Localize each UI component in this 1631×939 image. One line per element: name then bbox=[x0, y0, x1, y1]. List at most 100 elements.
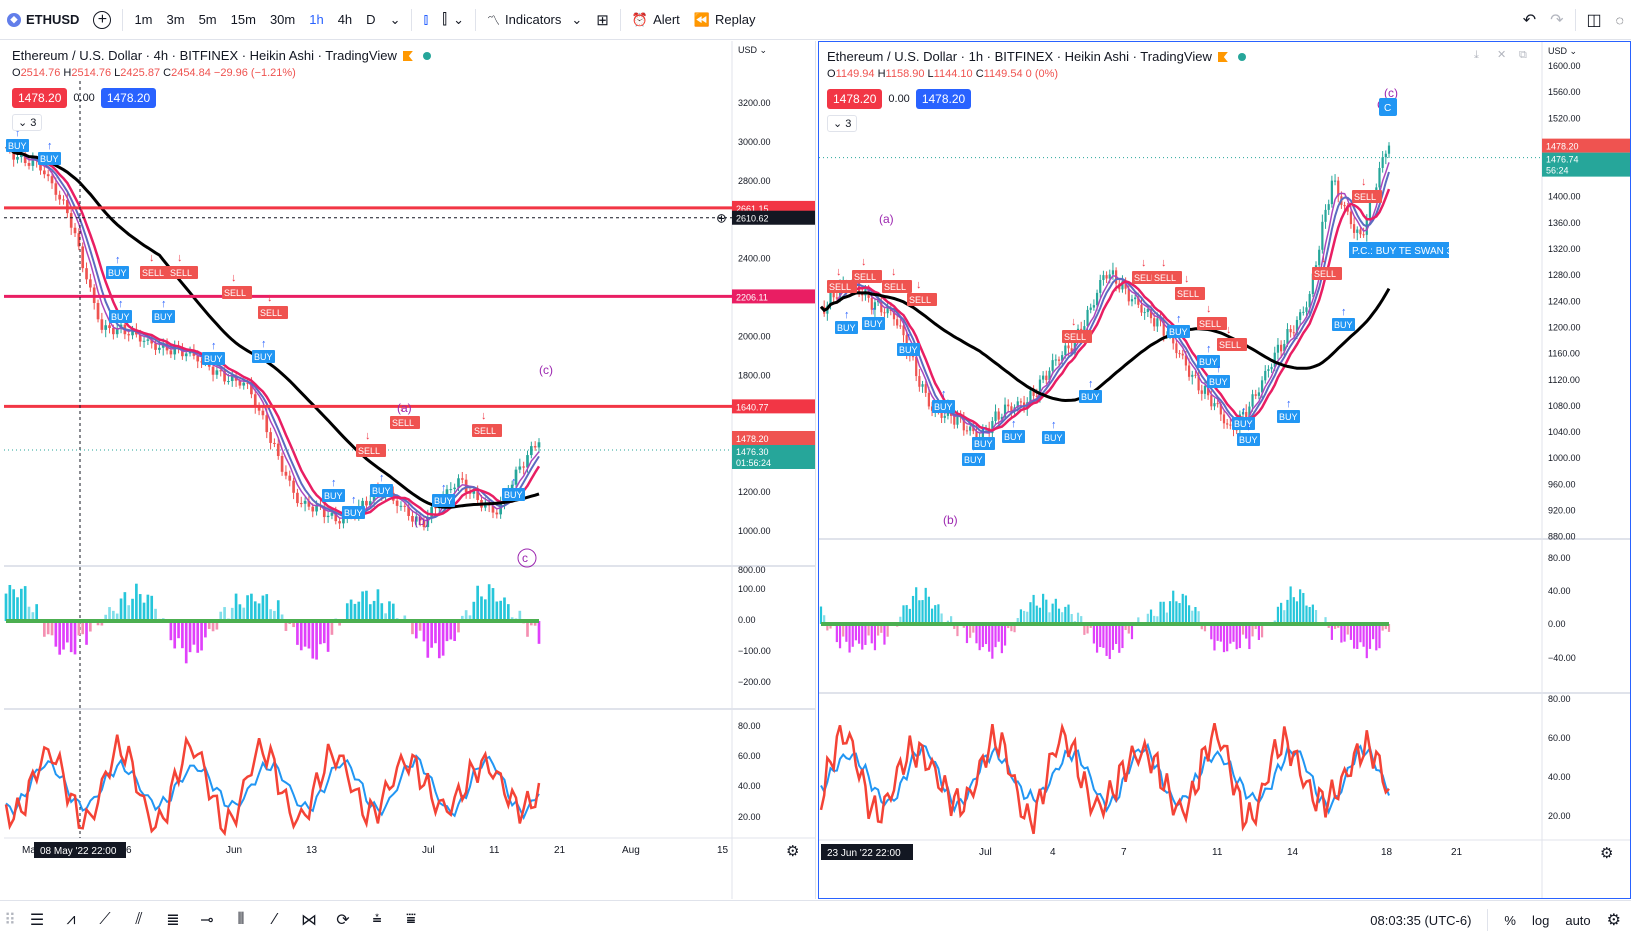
vertical-lines-icon[interactable]: ⫴ bbox=[224, 906, 258, 934]
horizontal-ray-icon[interactable]: ⊸ bbox=[190, 906, 224, 934]
candle-body bbox=[281, 456, 284, 472]
histogram-bar bbox=[966, 624, 968, 643]
candle-body bbox=[1144, 312, 1146, 313]
arrow-down-icon: ↓ bbox=[1071, 316, 1077, 328]
tf-1h[interactable]: 1h bbox=[302, 0, 330, 40]
candle-body bbox=[1277, 345, 1279, 353]
undo-button[interactable]: ↶ bbox=[1516, 0, 1543, 40]
menu-lines-icon[interactable]: ☰ bbox=[20, 906, 54, 934]
symbol-search[interactable]: ◆ ETHUSD bbox=[0, 0, 86, 40]
candle-body bbox=[403, 506, 406, 507]
histogram-bar bbox=[277, 600, 280, 621]
candle-body bbox=[227, 381, 230, 382]
bar-style-button[interactable]: ⫾ bbox=[416, 0, 435, 40]
close-icon: ✕ bbox=[1497, 49, 1506, 61]
histogram-bar bbox=[357, 602, 360, 621]
price-label: 2206.11 bbox=[736, 292, 768, 302]
time-tick-label: Jun bbox=[226, 845, 242, 856]
redo-button[interactable]: ↷ bbox=[1543, 0, 1570, 40]
buy-button[interactable]: 1478.20 bbox=[916, 89, 971, 109]
ruler-icon[interactable]: ⩮ bbox=[360, 906, 394, 934]
histogram-bar bbox=[35, 604, 38, 621]
divider bbox=[475, 9, 476, 31]
percent-scale-toggle[interactable]: % bbox=[1504, 913, 1516, 928]
tf-4h[interactable]: 4h bbox=[331, 0, 359, 40]
alert-button[interactable]: ⏰ Alert bbox=[625, 0, 687, 40]
auto-scale-toggle[interactable]: auto bbox=[1565, 913, 1590, 928]
trend-line-icon[interactable]: ⁄ bbox=[258, 906, 292, 934]
candle-body bbox=[43, 170, 46, 174]
tf-15m[interactable]: 15m bbox=[224, 0, 263, 40]
tf-D[interactable]: D bbox=[359, 0, 382, 40]
sell-signal-label: SELL bbox=[1354, 192, 1376, 202]
clock[interactable]: 08:03:35 (UTC-6) bbox=[1370, 913, 1471, 928]
timeframe-dropdown[interactable]: ⌄ bbox=[383, 0, 408, 40]
tf-1m[interactable]: 1m bbox=[127, 0, 159, 40]
price-tick-label: 1280.00 bbox=[1548, 270, 1581, 280]
tf-5m[interactable]: 5m bbox=[192, 0, 224, 40]
buy-signal-label: BUY bbox=[108, 268, 127, 278]
candle-body bbox=[62, 199, 65, 200]
replay-button[interactable]: ⏪ Replay bbox=[687, 0, 763, 40]
pattern-icon[interactable]: ⋈ bbox=[292, 906, 326, 934]
histogram-bar bbox=[438, 621, 441, 658]
price-tick-label: 2000.00 bbox=[738, 332, 771, 342]
histogram-bar bbox=[1188, 605, 1190, 624]
sell-button[interactable]: 1478.20 bbox=[12, 88, 67, 108]
histogram-bar bbox=[1210, 624, 1212, 639]
sell-button[interactable]: 1478.20 bbox=[827, 89, 882, 109]
settings-gear-icon[interactable]: ⚙ bbox=[1607, 910, 1621, 930]
candle-body bbox=[530, 446, 533, 455]
candle-body bbox=[1210, 395, 1212, 406]
compare-button[interactable]: + bbox=[86, 0, 118, 40]
candle-body bbox=[242, 383, 245, 386]
histogram-bar bbox=[246, 595, 249, 621]
time-tick-label: 11 bbox=[489, 845, 500, 856]
histogram-bar bbox=[982, 624, 984, 647]
histogram-bar bbox=[70, 621, 73, 652]
fib-icon[interactable]: ≣ bbox=[156, 906, 190, 934]
wave-pattern-icon[interactable]: ⟋ bbox=[88, 906, 122, 934]
histogram-bar bbox=[315, 621, 318, 660]
abc-pattern-icon[interactable]: ⩘ bbox=[54, 906, 88, 934]
candle-body bbox=[265, 415, 268, 432]
chart-type-button[interactable]: ⫿⌄ bbox=[435, 0, 471, 40]
histogram-bar bbox=[1163, 602, 1165, 624]
curve-icon[interactable]: ⟳ bbox=[326, 906, 360, 934]
right-chart-legend: Ethereum / U.S. Dollar · 1h · BITFINEX ·… bbox=[827, 49, 1246, 64]
chart-pane-right[interactable]: USD ⌄1600.001560.001520.001440.001400.00… bbox=[818, 41, 1631, 899]
buy-signal-label: BUY bbox=[864, 319, 883, 329]
candle-body bbox=[104, 325, 107, 330]
currency-label: USD ⌄ bbox=[1548, 46, 1577, 56]
candle-body bbox=[112, 328, 115, 334]
candle-body bbox=[85, 268, 88, 279]
candle-body bbox=[1042, 376, 1044, 380]
settings-button[interactable]: ◌ bbox=[1609, 0, 1631, 40]
left-chart-canvas[interactable]: USD ⌄3200.003000.002800.002400.002200.00… bbox=[4, 41, 816, 899]
indicators-collapse-button[interactable]: ⌄ 3 bbox=[12, 114, 42, 131]
layout-button[interactable]: ◫ bbox=[1580, 0, 1609, 40]
candle-body bbox=[1350, 212, 1352, 224]
drag-handle-icon[interactable]: ⠿ bbox=[0, 906, 20, 934]
tf-3m[interactable]: 3m bbox=[160, 0, 192, 40]
candle-body bbox=[1229, 425, 1231, 426]
histogram-bar bbox=[449, 621, 452, 639]
histogram-bar bbox=[1169, 601, 1171, 624]
histogram-bar bbox=[874, 624, 876, 650]
indicators-collapse-button[interactable]: ⌄ 3 bbox=[827, 115, 857, 132]
price-tick-label: 920.00 bbox=[1548, 506, 1576, 516]
text-tools-icon[interactable]: ⩸ bbox=[394, 906, 428, 934]
chart-pane-left[interactable]: USD ⌄3200.003000.002800.002400.002200.00… bbox=[4, 41, 816, 899]
templates-button[interactable]: ⊞ bbox=[589, 0, 616, 40]
candle-body bbox=[143, 341, 146, 342]
right-chart-canvas[interactable]: USD ⌄1600.001560.001520.001440.001400.00… bbox=[819, 42, 1630, 898]
histogram-bar bbox=[1115, 624, 1117, 644]
indicators-button[interactable]: 〽 Indicators ⌄ bbox=[480, 0, 589, 40]
buy-button[interactable]: 1478.20 bbox=[101, 88, 156, 108]
tf-30m[interactable]: 30m bbox=[263, 0, 302, 40]
log-scale-toggle[interactable]: log bbox=[1532, 913, 1549, 928]
trend-channel-icon[interactable]: ⫽ bbox=[122, 906, 156, 934]
histogram-bar bbox=[1363, 624, 1365, 647]
candle-body bbox=[158, 348, 161, 350]
histogram-bar bbox=[311, 621, 314, 659]
